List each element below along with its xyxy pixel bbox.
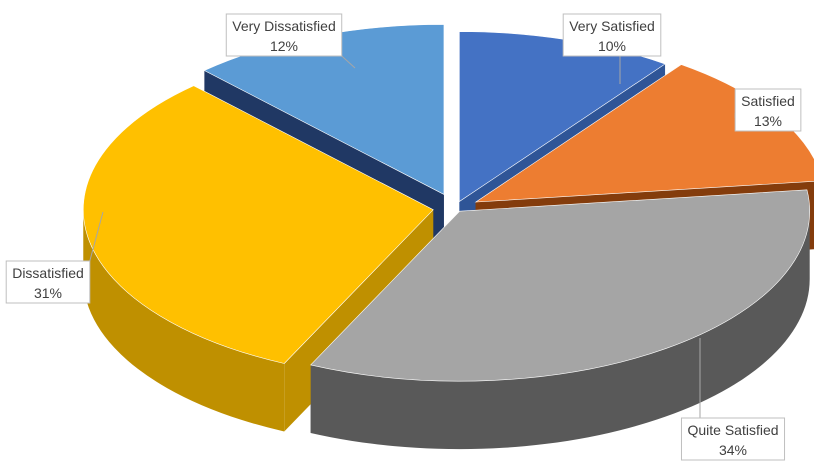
data-labels: Very Satisfied 10% Satisfied 13% Quite Satis…	[5, 13, 802, 461]
data-label-box	[562, 13, 662, 57]
leader-lines	[89, 55, 736, 418]
data-label-value: 12%	[270, 38, 298, 54]
data-label-box	[225, 13, 343, 57]
leader-line-dissatisfied	[89, 211, 104, 262]
data-label-value: 34%	[719, 442, 747, 458]
data-label-category: Very Satisfied	[569, 18, 655, 34]
data-label-very-dissatisfied: Very Dissatisfied 12%	[225, 13, 343, 57]
data-label-box	[680, 417, 786, 461]
data-label-value: 10%	[598, 38, 626, 54]
slice-side-dissatisfied	[83, 209, 285, 432]
data-label-category: Satisfied	[741, 93, 795, 109]
slice-side-quite-satisfied	[310, 211, 810, 450]
data-label-value: 31%	[34, 285, 62, 301]
data-label-value: 13%	[754, 113, 782, 129]
data-label-category: Dissatisfied	[12, 265, 84, 281]
slice-dissatisfied	[83, 85, 434, 364]
data-label-box	[5, 260, 91, 304]
slice-quite-satisfied	[310, 189, 810, 382]
data-label-box	[734, 88, 802, 132]
data-label-satisfied: Satisfied 13%	[734, 88, 802, 132]
data-label-category: Very Dissatisfied	[232, 18, 335, 34]
data-label-quite-satisfied: Quite Satisfied 34%	[680, 417, 786, 461]
data-label-very-satisfied: Very Satisfied 10%	[562, 13, 662, 57]
leader-line-very-dissatisfied	[341, 55, 356, 69]
data-label-category: Quite Satisfied	[687, 422, 778, 438]
data-label-dissatisfied: Dissatisfied 31%	[5, 260, 91, 304]
slices-layer	[83, 24, 814, 450]
